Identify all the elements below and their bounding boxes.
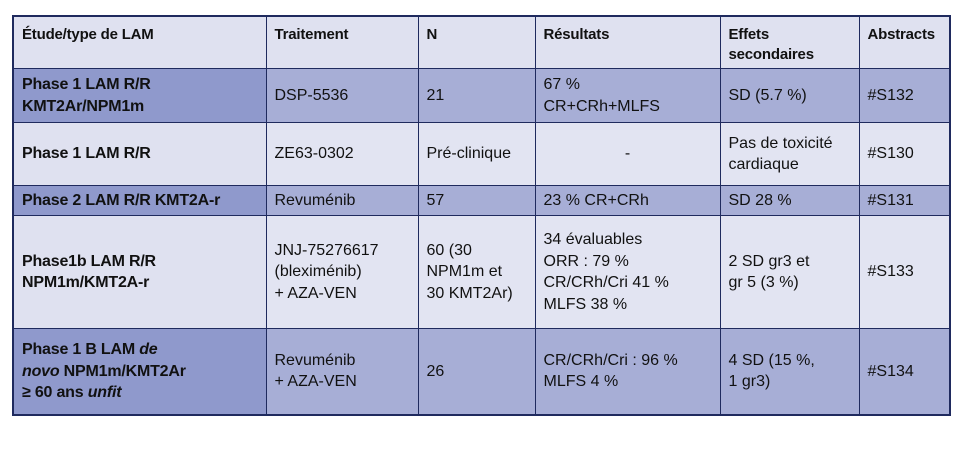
header-abstracts: Abstracts: [858, 15, 951, 70]
treatment-cell: Revuménib + AZA-VEN: [265, 328, 419, 416]
side-effects-line: SD 28 %: [728, 191, 792, 209]
n-line: 21: [426, 86, 445, 104]
abstract-cell: #S131: [858, 185, 951, 217]
study-text-italic: unfit: [87, 384, 122, 402]
study-line: ≥ 60 ans unfit: [22, 382, 258, 403]
abstract-cell: #S130: [858, 122, 951, 187]
header-n: N: [417, 15, 536, 70]
table-header-row: Étude/type de LAM Traitement N Résultats…: [12, 15, 951, 70]
n-line: 57: [426, 191, 445, 209]
study-line: Phase1b LAM R/R: [22, 252, 156, 270]
side-effects-line: 1 gr3): [728, 373, 771, 391]
side-effects-line: cardiaque: [728, 156, 799, 174]
header-study: Étude/type de LAM: [12, 15, 267, 70]
study-text: Phase 1 B LAM: [22, 341, 140, 359]
results-line: 23 % CR+CRh: [543, 191, 649, 209]
results-cell: 34 évaluables ORR : 79 % CR/CRh/Cri 41 %…: [534, 215, 721, 330]
n-line: NPM1m et: [426, 263, 503, 281]
results-line: CR+CRh+MLFS: [543, 97, 660, 115]
results-cell: CR/CRh/Cri : 96 % MLFS 4 %: [534, 328, 721, 416]
study-line: Phase 1 B LAM de: [22, 339, 258, 360]
side-effects-cell: SD (5.7 %): [719, 68, 860, 124]
study-cell: Phase 2 LAM R/R KMT2A-r: [12, 185, 267, 217]
abstract-cell: #S132: [858, 68, 951, 124]
n-line: Pré-clinique: [426, 145, 511, 163]
header-treatment: Traitement: [265, 15, 419, 70]
table-row: Phase 1 B LAM de novo NPM1m/KMT2Ar ≥ 60 …: [12, 328, 951, 416]
results-cell: -: [534, 122, 721, 187]
treatment-line: + AZA-VEN: [274, 284, 357, 302]
abstract-cell: #S134: [858, 328, 951, 416]
study-line: KMT2Ar/NPM1m: [22, 97, 145, 115]
n-line: 60 (30: [426, 242, 472, 260]
treatment-cell: ZE63-0302: [265, 122, 419, 187]
header-results: Résultats: [534, 15, 721, 70]
n-cell: 21: [417, 68, 536, 124]
n-line: 26: [426, 362, 445, 380]
treatment-line: Revuménib: [274, 352, 356, 369]
side-effects-line: gr 5 (3 %): [728, 274, 799, 292]
table-row: Phase 2 LAM R/R KMT2A-r Revuménib 57 23 …: [12, 185, 951, 217]
treatment-cell: DSP-5536: [265, 68, 419, 124]
study-text: ≥ 60 ans: [22, 384, 88, 402]
n-cell: Pré-clinique: [417, 122, 536, 187]
study-line: Phase 1 LAM R/R: [22, 145, 151, 163]
header-side-effects: Effets secondaires: [719, 15, 860, 70]
treatment-line: Revuménib: [274, 191, 356, 209]
study-text: NPM1m/KMT2Ar: [59, 362, 186, 380]
study-cell: Phase 1 LAM R/R: [12, 122, 267, 187]
results-line: 67 %: [543, 76, 580, 94]
treatment-line: JNJ-75276617: [274, 242, 379, 260]
study-text-italic: de: [139, 341, 158, 359]
abstract-cell: #S133: [858, 215, 951, 330]
study-line: NPM1m/KMT2A-r: [22, 274, 150, 292]
n-line: 30 KMT2Ar): [426, 284, 513, 302]
side-effects-cell: 4 SD (15 %, 1 gr3): [719, 328, 860, 416]
treatment-cell: JNJ-75276617 (bleximénib) + AZA-VEN: [265, 215, 419, 330]
side-effects-cell: SD 28 %: [719, 185, 860, 217]
treatment-line: DSP-5536: [274, 86, 349, 104]
results-table: Étude/type de LAM Traitement N Résultats…: [12, 15, 951, 416]
study-cell: Phase1b LAM R/R NPM1m/KMT2A-r: [12, 215, 267, 330]
treatment-cell: Revuménib: [265, 185, 419, 217]
side-effects-line: Pas de toxicité: [728, 134, 833, 152]
treatment-line: ZE63-0302: [274, 145, 354, 163]
table-row: Phase1b LAM R/R NPM1m/KMT2A-r JNJ-752766…: [12, 215, 951, 330]
n-cell: 57: [417, 185, 536, 217]
study-line: novo NPM1m/KMT2Ar: [22, 361, 258, 382]
study-cell: Phase 1 LAM R/R KMT2Ar/NPM1m: [12, 68, 267, 124]
results-line: CR/CRh/Cri : 96 %: [543, 352, 678, 369]
treatment-line: (bleximénib): [274, 263, 362, 281]
results-line: ORR : 79 %: [543, 252, 629, 270]
side-effects-line: SD (5.7 %): [728, 86, 807, 104]
table-row: Phase 1 LAM R/R KMT2Ar/NPM1m DSP-5536 21…: [12, 68, 951, 124]
study-text-italic: novo: [22, 362, 60, 380]
side-effects-line: 2 SD gr3 et: [728, 252, 810, 270]
results-line: CR/CRh/Cri 41 %: [543, 274, 669, 292]
n-cell: 26: [417, 328, 536, 416]
side-effects-line: 4 SD (15 %,: [728, 352, 815, 369]
results-line: -: [624, 145, 631, 163]
side-effects-cell: 2 SD gr3 et gr 5 (3 %): [719, 215, 860, 330]
treatment-line: + AZA-VEN: [274, 373, 357, 391]
study-cell: Phase 1 B LAM de novo NPM1m/KMT2Ar ≥ 60 …: [12, 328, 267, 416]
results-cell: 67 % CR+CRh+MLFS: [534, 68, 721, 124]
results-line: MLFS 38 %: [543, 295, 628, 313]
results-cell: 23 % CR+CRh: [534, 185, 721, 217]
results-line: 34 évaluables: [543, 231, 643, 249]
side-effects-cell: Pas de toxicité cardiaque: [719, 122, 860, 187]
study-line: Phase 1 LAM R/R: [22, 76, 151, 94]
study-line: Phase 2 LAM R/R KMT2A-r: [22, 191, 221, 209]
results-line: MLFS 4 %: [543, 373, 619, 391]
table-row: Phase 1 LAM R/R ZE63-0302 Pré-clinique -…: [12, 122, 951, 187]
n-cell: 60 (30 NPM1m et 30 KMT2Ar): [417, 215, 536, 330]
